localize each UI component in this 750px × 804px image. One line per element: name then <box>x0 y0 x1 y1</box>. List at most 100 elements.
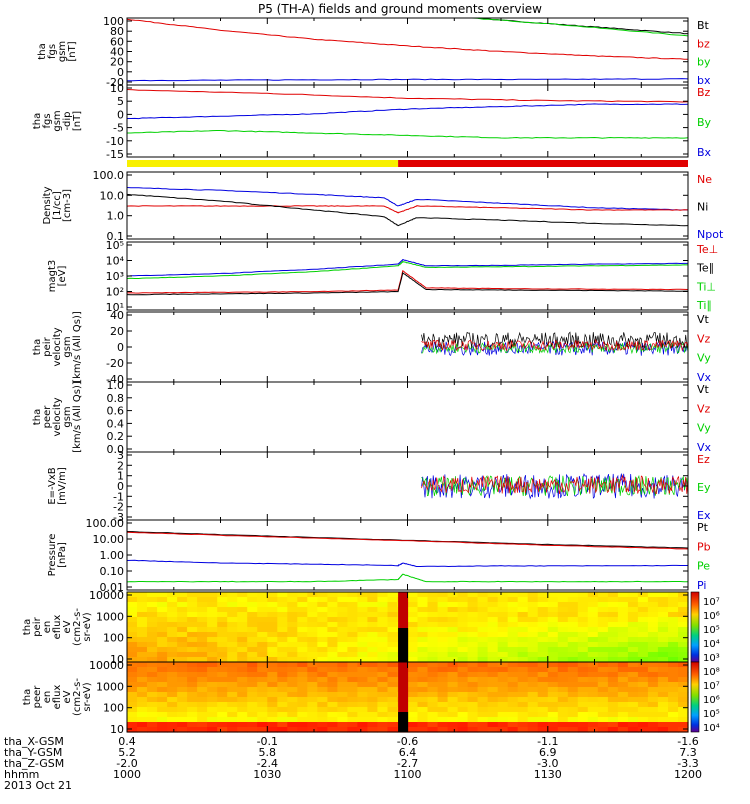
spectrogram-cell <box>527 692 539 698</box>
spectrogram-cell <box>617 602 629 608</box>
spectrogram-cell <box>587 672 599 678</box>
spectrogram-cell <box>627 592 639 598</box>
y-tick-label: 0.8 <box>107 392 125 405</box>
spectrogram-cell <box>317 697 328 703</box>
spectrogram-cell <box>547 677 559 683</box>
spectrogram-cell <box>617 657 629 663</box>
spectrogram-cell <box>427 647 439 653</box>
y-tick-label: 10000 <box>89 659 124 672</box>
spectrogram-cell <box>668 697 679 703</box>
y-tick-label: 10² <box>106 286 124 299</box>
spectrogram-cell <box>327 627 338 633</box>
spectrogram-cell <box>597 717 609 723</box>
spectrogram-cell <box>247 617 258 623</box>
spectrogram-cell <box>547 622 559 628</box>
legend-Ne: Ne <box>697 173 712 186</box>
spectrogram-cell <box>557 722 569 728</box>
spectrogram-cell <box>167 672 178 678</box>
spectrogram-cell <box>207 647 218 653</box>
spectrogram-cell <box>177 617 188 623</box>
spectrogram-cell <box>567 657 579 663</box>
spectrogram-cell <box>507 652 519 658</box>
spectrogram-cell <box>647 667 659 673</box>
spectrogram-cell <box>177 667 188 673</box>
spectrogram-cell <box>327 642 338 648</box>
spectrogram-cell <box>507 677 519 683</box>
spectrogram-cell <box>257 717 268 723</box>
spectrogram-cell <box>668 692 679 698</box>
spectrogram-cell <box>597 597 609 603</box>
spectrogram-cell <box>457 722 469 728</box>
spectrogram-cell <box>437 657 449 663</box>
spectrogram-cell <box>377 627 388 633</box>
spectrogram-cell <box>297 642 308 648</box>
spectrogram-cell <box>577 707 589 713</box>
spectrogram-cell <box>517 712 529 718</box>
spectrogram-cell <box>678 672 689 678</box>
spectrogram-cell <box>347 712 358 718</box>
spectrogram-cell <box>477 682 489 688</box>
y-axis-label-line: peir <box>32 616 43 636</box>
spectrogram-cell <box>587 702 599 708</box>
spectrogram-cell <box>277 602 288 608</box>
spectrogram-cell <box>327 672 338 678</box>
spectrogram-cell <box>307 632 318 638</box>
spectrogram-cell <box>627 612 639 618</box>
spectrogram-cell <box>517 717 529 723</box>
spectrogram-cell <box>557 652 569 658</box>
spectrogram-cell <box>147 597 158 603</box>
spectrogram-cell <box>607 612 619 618</box>
y-axis-label-line: [nT] <box>72 111 83 131</box>
spectrogram-cell <box>527 687 539 693</box>
spectrogram-cell <box>327 622 338 628</box>
spectrogram-cell <box>607 637 619 643</box>
spectrogram-cell <box>437 662 449 668</box>
spectrogram-cell <box>557 642 569 648</box>
spectrogram-cell <box>417 662 429 668</box>
spectrogram-cell <box>297 697 308 703</box>
spectrogram-cell <box>157 722 168 728</box>
spectrogram-cell <box>668 627 679 633</box>
spectrogram-cell <box>657 622 669 628</box>
spectrogram-cell <box>497 722 509 728</box>
spectrogram-cell <box>517 702 529 708</box>
spectrogram-cell <box>557 727 569 733</box>
spectrogram-cell <box>647 627 659 633</box>
spectrogram-cell <box>167 637 178 643</box>
spectrogram-cell <box>668 662 679 668</box>
spectrogram-cell <box>507 657 519 663</box>
x-axis-value: -1.6 <box>677 735 698 748</box>
x-axis-value: 7.3 <box>679 746 697 759</box>
spectrogram-cell <box>217 697 228 703</box>
spectrogram-cell <box>307 717 318 723</box>
spectrogram-cell <box>557 692 569 698</box>
spectrogram-cell <box>377 632 388 638</box>
spectrogram-cell <box>207 632 218 638</box>
spectrogram-cell <box>127 692 138 698</box>
spectrogram-cell <box>657 627 669 633</box>
spectrogram-cell <box>167 627 178 633</box>
spectrogram-cell <box>197 612 208 618</box>
spectrogram-cell <box>547 727 559 733</box>
spectrogram-cell <box>477 652 489 658</box>
spectrogram-cell <box>547 662 559 668</box>
spectrogram-cell <box>287 717 298 723</box>
spectrogram-cell <box>557 677 569 683</box>
spectrogram-cell <box>567 667 579 673</box>
spectrogram-cell <box>437 712 449 718</box>
spectrogram-cell <box>457 697 469 703</box>
spectrogram-cell <box>227 622 238 628</box>
spectrogram-cell <box>457 597 469 603</box>
spectrogram-cell <box>447 617 459 623</box>
spectrogram-cell <box>447 592 459 598</box>
spectrogram-cell <box>577 712 589 718</box>
series-line-Pe <box>126 573 689 583</box>
legend-Npot: Npot <box>697 228 724 241</box>
spectrogram-cell <box>597 622 609 628</box>
x-axis-value: 1030 <box>253 768 281 781</box>
spectrogram-cell <box>147 617 158 623</box>
y-tick-label: 10 <box>110 653 124 666</box>
spectrogram-cell <box>537 702 549 708</box>
spectrogram-cell <box>637 657 649 663</box>
spectrogram-cell <box>647 672 659 678</box>
